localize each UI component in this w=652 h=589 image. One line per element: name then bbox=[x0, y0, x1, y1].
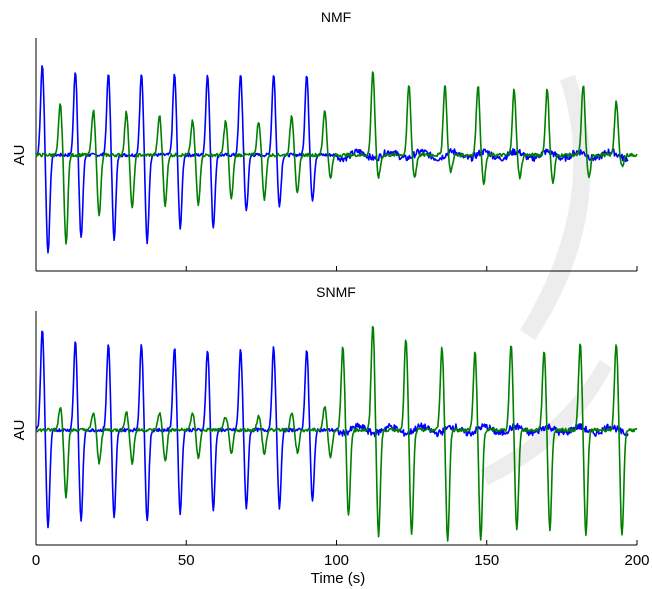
snmf-panel: SNMF AU 0 50 100 150 200 Time (s) bbox=[11, 284, 650, 587]
green-series-line bbox=[35, 325, 638, 542]
nmf-panel: NMF AU bbox=[11, 9, 638, 272]
snmf-series-group bbox=[35, 325, 638, 542]
x-tick-label: 200 bbox=[624, 552, 649, 569]
snmf-x-axis-label: Time (s) bbox=[311, 570, 365, 587]
nmf-series-group bbox=[35, 65, 638, 254]
x-tick-label: 100 bbox=[324, 552, 349, 569]
nmf-title: NMF bbox=[321, 9, 351, 25]
x-tick-label: 150 bbox=[474, 552, 499, 569]
snmf-x-ticks: 0 50 100 150 200 bbox=[32, 540, 650, 569]
snmf-y-axis-label: AU bbox=[11, 420, 28, 441]
x-tick-label: 50 bbox=[178, 552, 195, 569]
blue-series-line bbox=[35, 330, 629, 529]
blue-series-line bbox=[35, 65, 629, 254]
snmf-title: SNMF bbox=[316, 284, 356, 300]
x-tick-label: 0 bbox=[32, 552, 40, 569]
green-series-line bbox=[35, 71, 638, 245]
nmf-y-axis-label: AU bbox=[11, 145, 28, 166]
watermark-graphic bbox=[480, 75, 612, 485]
nmf-x-ticks bbox=[35, 266, 638, 271]
